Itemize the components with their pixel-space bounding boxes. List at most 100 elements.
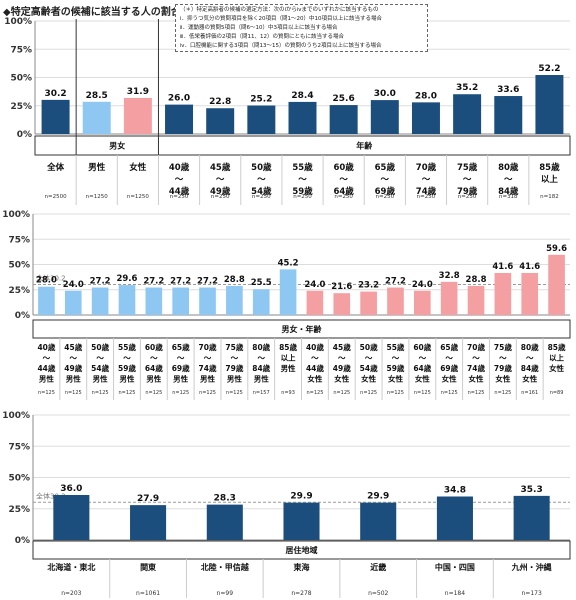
- sample-size-label: n=1250: [86, 194, 109, 200]
- data-label: 26.0: [168, 94, 190, 104]
- sample-size-label: n=250: [458, 194, 477, 200]
- category-label: 59歳: [292, 186, 313, 197]
- sample-size-label: n=182: [540, 194, 559, 200]
- category-label: 74歳: [416, 186, 437, 197]
- data-label: 25.6: [333, 94, 355, 104]
- sample-size-label: n=125: [119, 390, 136, 396]
- category-label: 男性: [281, 363, 296, 373]
- category-label: ～: [445, 354, 453, 363]
- data-label: 41.6: [519, 262, 540, 272]
- category-label: ～: [526, 354, 534, 363]
- bar: [283, 502, 320, 540]
- category-label: 59歳: [118, 363, 136, 373]
- category-label: 85歳: [548, 342, 566, 352]
- data-label: 35.2: [456, 83, 478, 93]
- category-label: ～: [504, 175, 513, 185]
- category-label: 50歳: [360, 342, 378, 352]
- sample-size-label: n=89: [550, 390, 564, 396]
- category-label: 女性: [361, 374, 376, 384]
- bar: [521, 272, 539, 315]
- group-band: [32, 540, 571, 560]
- category-label: ～: [257, 354, 265, 363]
- category-label: 70歳: [467, 342, 485, 352]
- category-label: 40歳: [306, 342, 324, 352]
- note-line-1: ⅰ．抑うつ気分の質問項目を除く20項目（問1～20）中10項目以上に該当する場合: [180, 16, 383, 22]
- category-label: ～: [463, 175, 472, 185]
- category-label: ～: [422, 175, 431, 185]
- group-band: [34, 135, 571, 156]
- bar: [333, 293, 351, 315]
- sample-size-label: n=125: [494, 390, 511, 396]
- data-label: 28.0: [36, 276, 57, 286]
- sample-size-label: n=2500: [45, 194, 68, 200]
- category-label: ～: [43, 354, 51, 363]
- sample-size-label: n=173: [521, 590, 541, 597]
- bar: [387, 287, 404, 315]
- y-tick-label: 25%: [8, 286, 30, 296]
- data-label: 28.5: [86, 91, 108, 101]
- y-tick-label: 50%: [10, 74, 32, 84]
- category-label: ～: [381, 175, 390, 185]
- sample-size-label: n=1061: [136, 590, 160, 597]
- bar: [252, 289, 270, 315]
- category-label: 79歳: [457, 186, 478, 197]
- y-tick-label: 100%: [2, 411, 30, 421]
- data-label: 29.6: [116, 274, 137, 284]
- category-label: 74歳: [199, 363, 217, 373]
- data-label: 22.8: [209, 97, 231, 107]
- category-label: ～: [204, 354, 212, 363]
- bar: [370, 100, 399, 134]
- group-label: 居住地域: [286, 545, 318, 555]
- bar: [453, 94, 482, 134]
- note-line-4: ⅳ．口腔機能に関する3項目（問13～15）の質問のうち2項目以上に該当する場合: [180, 43, 382, 49]
- category-label: 九州・沖縄: [511, 562, 552, 572]
- category-label: 男性: [93, 374, 108, 384]
- category-label: 84歳: [252, 363, 270, 373]
- sample-size-label: n=250: [334, 194, 353, 200]
- sample-size-label: n=203: [61, 590, 81, 597]
- bar: [360, 502, 397, 540]
- data-label: 28.4: [291, 91, 313, 101]
- category-label: 64歳: [333, 186, 354, 197]
- category-label: ～: [123, 354, 131, 363]
- category-label: 女性: [334, 374, 349, 384]
- sample-size-label: n=278: [291, 590, 311, 597]
- data-label: 24.0: [412, 280, 433, 290]
- bar: [41, 99, 70, 134]
- note-line-0: （＊）特定高齢者の候補の選定方法：次のⅰからⅳまでのいずれかに該当するもの: [180, 7, 379, 13]
- data-label: 35.3: [521, 485, 543, 495]
- bar: [172, 287, 189, 315]
- category-label: 55歳: [118, 342, 136, 352]
- data-label: 27.2: [90, 277, 111, 287]
- category-label: 45歳: [333, 342, 351, 352]
- category-label: 以上: [541, 174, 559, 185]
- category-label: 85歳: [279, 342, 297, 352]
- bar: [288, 101, 317, 134]
- bar: [165, 104, 194, 134]
- sample-size-label: n=157: [253, 390, 270, 396]
- category-label: 44歳: [169, 186, 190, 197]
- sample-size-label: n=250: [376, 194, 395, 200]
- bar: [130, 505, 167, 540]
- sample-size-label: n=99: [217, 590, 234, 597]
- category-label: 54歳: [251, 186, 272, 197]
- category-label: 女性: [442, 374, 457, 384]
- bar: [306, 290, 324, 315]
- sample-size-label: n=125: [92, 390, 109, 396]
- category-label: 男性: [146, 374, 161, 384]
- category-label: 80歳: [521, 342, 539, 352]
- category-label: 女性: [522, 374, 537, 384]
- sample-size-label: n=125: [172, 390, 189, 396]
- category-label: 近畿: [370, 562, 386, 572]
- category-label: 60歳: [333, 162, 354, 173]
- category-label: 70歳: [416, 162, 437, 173]
- sample-size-label: n=125: [199, 390, 216, 396]
- sample-size-label: n=250: [417, 194, 436, 200]
- bar: [118, 285, 136, 315]
- category-label: 50歳: [91, 342, 109, 352]
- sample-size-label: n=250: [211, 194, 230, 200]
- bar: [53, 495, 90, 540]
- sample-size-label: n=250: [293, 194, 312, 200]
- category-label: ～: [338, 354, 346, 363]
- category-label: 以上: [281, 353, 296, 363]
